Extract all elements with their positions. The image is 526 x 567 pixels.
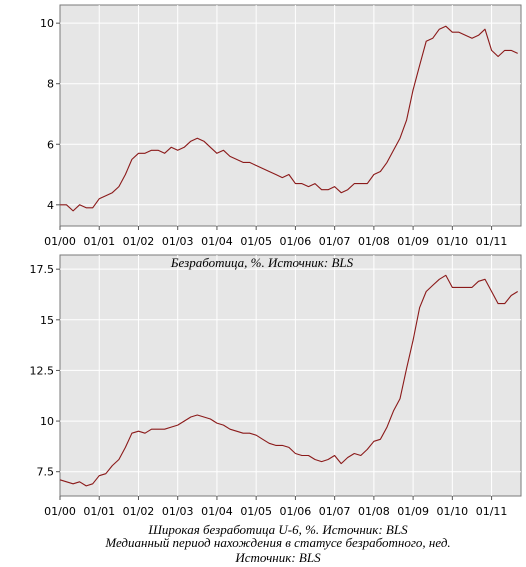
- caption-median-duration: Медианный период нахождения в статусе бе…: [104, 535, 450, 550]
- chart-unemployment: 01/00 01/01 01/02 01/03 01/04 01/05 01/06 01/07…: [40, 4, 522, 248]
- caption-u6-unemployment: Широкая безработица U-6, %. Источник: BL…: [147, 522, 408, 537]
- x-tick-label: 01/08: [358, 505, 390, 518]
- caption-unemployment: Безработица, %. Источник: BLS: [170, 255, 354, 270]
- x-tick-label: 01/05: [240, 235, 272, 248]
- x-tick-label: 01/02: [123, 235, 155, 248]
- x-tick-label: 01/01: [83, 235, 115, 248]
- y-tick-label: 10: [40, 17, 54, 30]
- series-line: [59, 274, 518, 487]
- x-tick-label: 01/06: [280, 505, 312, 518]
- x-tick-label: 01/05: [240, 505, 272, 518]
- x-tick-label: 01/06: [280, 235, 312, 248]
- x-tick-label: 01/00: [44, 235, 76, 248]
- x-tick-label: 01/08: [358, 235, 390, 248]
- y-tick-label: 15: [40, 314, 54, 327]
- plot-area: [59, 4, 522, 227]
- x-tick-label: 01/04: [201, 235, 233, 248]
- y-tick-label: 6: [47, 138, 54, 151]
- y-tick-label: 10: [40, 415, 54, 428]
- x-tick-label: 01/03: [162, 235, 194, 248]
- x-tick-label: 01/00: [44, 505, 76, 518]
- y-tick-label: 7.5: [37, 466, 55, 479]
- x-tick-label: 01/07: [319, 235, 351, 248]
- x-tick-label: 01/04: [201, 505, 233, 518]
- x-tick-label: 01/09: [397, 505, 429, 518]
- x-tick-label: 01/11: [476, 505, 508, 518]
- x-tick-label: 01/09: [397, 235, 429, 248]
- series-line: [60, 25, 518, 212]
- y-tick-label: 17.5: [30, 263, 55, 276]
- x-tick-label: 01/11: [476, 235, 508, 248]
- x-tick-label: 01/02: [123, 505, 155, 518]
- y-tick-label: 12.5: [30, 364, 55, 377]
- y-tick-label: 8: [47, 78, 54, 91]
- chart-u6-unemployment: 01/00 01/01 01/02 01/03 01/04 01/05 01/06 01/07…: [30, 254, 522, 518]
- plot-area: [59, 254, 522, 497]
- x-tick-label: 01/01: [83, 505, 115, 518]
- x-tick-label: 01/10: [436, 235, 468, 248]
- caption-source: Источник: BLS: [234, 550, 321, 565]
- x-tick-label: 01/07: [319, 505, 351, 518]
- y-tick-label: 4: [47, 199, 54, 212]
- x-tick-label: 01/03: [162, 505, 194, 518]
- x-tick-label: 01/10: [436, 505, 468, 518]
